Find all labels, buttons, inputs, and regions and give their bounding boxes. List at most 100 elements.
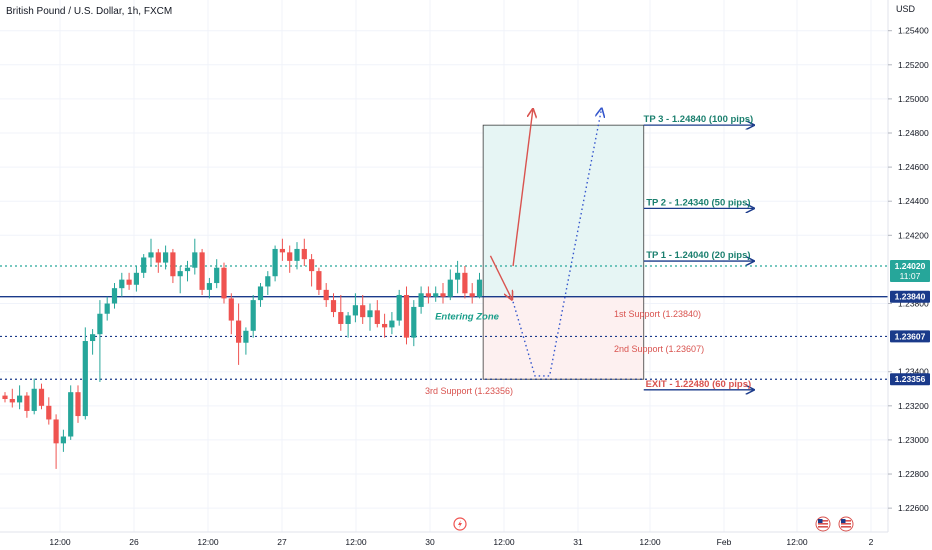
candle-body[interactable] bbox=[82, 341, 88, 417]
price-badge bbox=[890, 373, 930, 386]
candle-body[interactable] bbox=[24, 395, 30, 411]
candle-body[interactable] bbox=[206, 283, 212, 290]
candle-body[interactable] bbox=[31, 388, 37, 411]
candle-body[interactable] bbox=[367, 310, 373, 318]
candle-body[interactable] bbox=[17, 395, 23, 403]
candle-body[interactable] bbox=[199, 252, 205, 290]
price-badge bbox=[890, 330, 930, 343]
y-tick-label: 1.25000 bbox=[898, 94, 929, 104]
x-tick-label: 12:00 bbox=[197, 537, 219, 547]
candle-body[interactable] bbox=[38, 388, 45, 406]
candle-body[interactable] bbox=[141, 257, 147, 273]
candle-body[interactable] bbox=[9, 399, 15, 403]
candle-body[interactable] bbox=[411, 306, 417, 338]
candle-body[interactable] bbox=[46, 405, 52, 420]
candle-body[interactable] bbox=[133, 272, 139, 285]
candle-body[interactable] bbox=[272, 248, 278, 277]
candle-body[interactable] bbox=[389, 320, 395, 328]
y-tick-label: 1.23800 bbox=[898, 299, 929, 309]
candle-body[interactable] bbox=[287, 252, 293, 261]
zone-layer bbox=[482, 124, 645, 380]
candle-body[interactable] bbox=[228, 298, 234, 321]
candle-body[interactable] bbox=[104, 303, 110, 314]
candle-body[interactable] bbox=[433, 293, 439, 297]
candle-body[interactable] bbox=[75, 392, 81, 417]
candle-body[interactable] bbox=[455, 272, 461, 280]
x-tick-label: 31 bbox=[573, 537, 583, 547]
projected-rally-arrow bbox=[512, 110, 533, 267]
us-flag-icon[interactable] bbox=[815, 516, 831, 532]
candle-layer[interactable] bbox=[2, 238, 483, 469]
candle-body[interactable] bbox=[338, 312, 344, 324]
candle-body[interactable] bbox=[257, 286, 264, 301]
x-tick-label: 12:00 bbox=[493, 537, 515, 547]
candle-body[interactable] bbox=[60, 436, 66, 444]
candle-body[interactable] bbox=[323, 289, 329, 301]
candle-body[interactable] bbox=[221, 267, 227, 299]
candle-body[interactable] bbox=[425, 293, 431, 297]
candle-body[interactable] bbox=[97, 313, 103, 335]
candle-body[interactable] bbox=[243, 330, 249, 343]
icon-layer bbox=[453, 516, 854, 532]
candle-body[interactable] bbox=[250, 300, 256, 331]
x-tick-label: Feb bbox=[717, 537, 732, 547]
candle-body[interactable] bbox=[374, 310, 380, 324]
price-badge-value: 1.23607 bbox=[895, 331, 926, 341]
candle-body[interactable] bbox=[265, 276, 271, 287]
y-tick-label: 1.25200 bbox=[898, 60, 929, 70]
candle-body[interactable] bbox=[403, 294, 410, 338]
candle-body[interactable] bbox=[111, 288, 118, 304]
candle-body[interactable] bbox=[316, 271, 322, 290]
candle-body[interactable] bbox=[294, 248, 300, 261]
candle-body[interactable] bbox=[126, 279, 132, 285]
candle-body[interactable] bbox=[301, 248, 307, 260]
candle-body[interactable] bbox=[90, 334, 96, 342]
candle-body[interactable] bbox=[309, 259, 315, 272]
candle-body[interactable] bbox=[418, 293, 424, 307]
support-label: 1st Support (1.23840) bbox=[614, 309, 701, 319]
candle-body[interactable] bbox=[476, 279, 483, 297]
y-tick-label: 1.22800 bbox=[898, 469, 929, 479]
candle-body[interactable] bbox=[330, 300, 337, 313]
support-label: 2nd Support (1.23607) bbox=[614, 344, 704, 354]
candle-body[interactable] bbox=[148, 252, 154, 258]
us-flag-icon[interactable] bbox=[838, 516, 854, 532]
candle-body[interactable] bbox=[345, 315, 351, 324]
candle-body[interactable] bbox=[163, 252, 169, 263]
y-tick-label: 1.24800 bbox=[898, 128, 929, 138]
y-tick-label: 1.23200 bbox=[898, 401, 929, 411]
candle-body[interactable] bbox=[2, 395, 8, 399]
candle-body[interactable] bbox=[382, 323, 388, 328]
candle-body[interactable] bbox=[469, 293, 475, 297]
annotation-layer: TP 3 - 1.24840 (100 pips) TP 2 - 1.24340 … bbox=[425, 114, 753, 396]
candle-body[interactable] bbox=[184, 267, 191, 272]
candle-body[interactable] bbox=[155, 252, 161, 263]
x-tick-label: 12:00 bbox=[49, 537, 71, 547]
y-tick-label: 1.24600 bbox=[898, 162, 929, 172]
candle-body[interactable] bbox=[214, 267, 220, 284]
candle-body[interactable] bbox=[192, 252, 198, 268]
candle-body[interactable] bbox=[447, 279, 453, 297]
y-tick-label: 1.23400 bbox=[898, 367, 929, 377]
candle-body[interactable] bbox=[279, 248, 285, 253]
candle-body[interactable] bbox=[119, 279, 125, 289]
candle-body[interactable] bbox=[68, 392, 74, 437]
candle-body[interactable] bbox=[177, 271, 183, 277]
level-layer bbox=[0, 265, 888, 380]
candle-body[interactable] bbox=[53, 419, 59, 444]
lightning-icon[interactable] bbox=[453, 517, 467, 531]
candle-body[interactable] bbox=[396, 294, 402, 321]
candle-body[interactable] bbox=[352, 305, 358, 316]
candle-body[interactable] bbox=[462, 272, 468, 294]
target-label: TP 2 - 1.24340 (50 pips) bbox=[646, 197, 750, 208]
candle-body[interactable] bbox=[360, 305, 366, 318]
candle-body[interactable] bbox=[236, 320, 242, 343]
candle-body[interactable] bbox=[440, 293, 446, 297]
target-label: EXIT - 1.22480 (60 pips) bbox=[646, 379, 752, 390]
x-tick-label: 12:00 bbox=[345, 537, 367, 547]
candle-body[interactable] bbox=[170, 252, 176, 277]
